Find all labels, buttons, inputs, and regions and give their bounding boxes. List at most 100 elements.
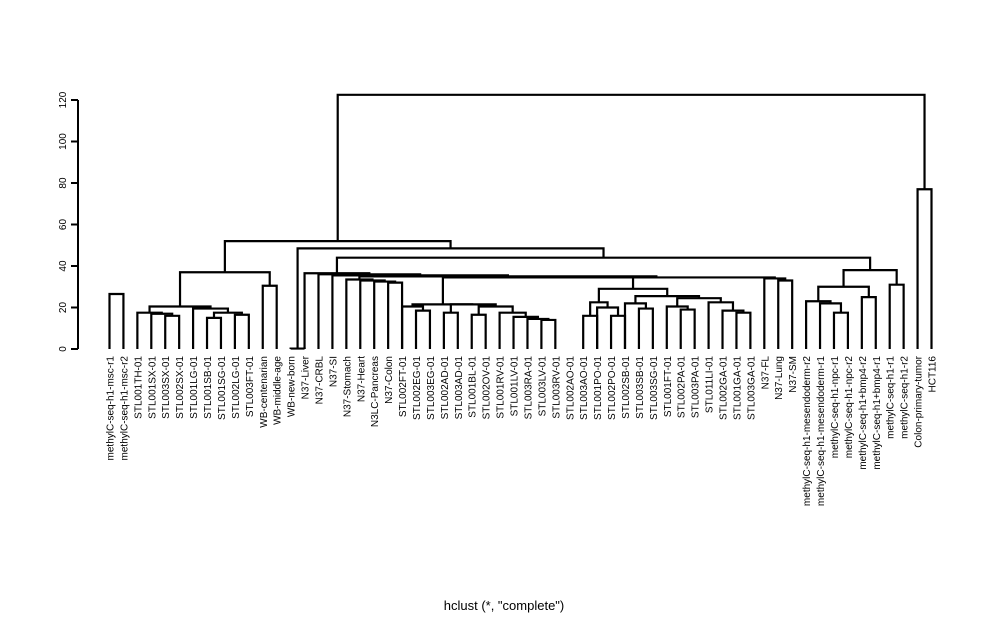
dendrogram-branch (665, 305, 689, 349)
leaf-label: STL003SX-01 (161, 356, 172, 419)
leaf-label: STL003GA-01 (746, 356, 757, 420)
leaf-label: STL001LG-01 (189, 356, 200, 419)
leaf-label: STL001SG-01 (217, 356, 228, 420)
dendrogram-branch (589, 301, 609, 316)
leaf-label: STL002AO-01 (565, 356, 576, 420)
leaf-label: N37-SM (788, 356, 799, 393)
leaf-label: methylC-seq-h1-r2 (900, 356, 911, 439)
leaf-label: STL011LI-01 (705, 356, 716, 414)
dendrogram-branch (441, 276, 635, 305)
dendrogram-branch (609, 314, 627, 349)
dendrogram-branch (178, 271, 271, 307)
dendrogram-branch (136, 311, 163, 349)
dendrogram-branch (442, 311, 459, 349)
dendrogram-branch (537, 276, 776, 279)
y-tick-label: 60 (58, 219, 69, 231)
dendrogram-branch (400, 305, 425, 349)
leaf-label: STL002FT-01 (398, 356, 409, 418)
leaf-label: methylC-seq-h1+bmp4-r2 (858, 356, 869, 470)
dendrogram-branch (303, 272, 371, 349)
dendrogram-branch (498, 311, 527, 349)
leaf-label: STL003EG-01 (426, 356, 437, 420)
leaf-label: STL003AD-01 (454, 356, 465, 420)
dendrogram-branch (805, 300, 832, 349)
leaf-label: N37-FL (760, 356, 771, 390)
dendrogram-branch (108, 292, 125, 349)
dendrogram-branch (296, 247, 605, 349)
dendrogram-branch (596, 306, 620, 349)
dendrogram-branch (888, 283, 905, 349)
leaf-label: N37-Stomach (342, 356, 353, 417)
leaf-label: STL002PO-01 (607, 356, 618, 420)
leaf-label: STL001SB-01 (203, 356, 214, 419)
leaf-labels: methylC-seq-h1-msc-r1 methylC-seq-h1-msc-… (106, 355, 939, 506)
leaf-label: methylC-seq-h1-npc-r2 (844, 356, 855, 459)
leaf-label: HCT116 (928, 356, 939, 393)
y-tick-label: 120 (58, 91, 69, 108)
leaf-label: WB-centenarian (259, 356, 270, 428)
dendrogram-branch (832, 311, 850, 349)
dendrogram-branch (707, 301, 735, 349)
dendrogram-branch (721, 309, 745, 349)
dendrogram-branch (916, 188, 933, 349)
leaf-label: STL003LV-01 (537, 356, 548, 417)
leaf-label: N37-Colon (384, 356, 395, 404)
dendrogram-branch (679, 308, 696, 349)
dendrogram-branch (860, 296, 877, 349)
dendrogram-branch (191, 307, 230, 349)
leaf-label: STL001SX-01 (147, 356, 158, 419)
dendrogram-branch (212, 311, 243, 318)
y-tick-label: 80 (58, 177, 69, 189)
leaf-label: STL003RA-01 (523, 356, 534, 420)
dendrogram-branch (526, 317, 550, 349)
leaf-label: Colon-primary-tumor (914, 355, 925, 447)
dendrogram-branch (336, 93, 926, 242)
leaf-label: methylC-seq-h1-r1 (886, 356, 897, 439)
leaf-label: STL003RV-01 (551, 356, 562, 419)
leaf-label: STL003SG-01 (649, 356, 660, 420)
leaf-label: methylC-seq-h1-msc-r1 (106, 356, 117, 461)
dendrogram-branch (164, 314, 181, 349)
dendrogram-branch (411, 303, 474, 307)
dendrogram-branch (470, 313, 487, 349)
y-tick-label: 100 (58, 133, 69, 150)
dendrogram-branch (512, 315, 540, 349)
leaf-label: STL001LV-01 (510, 356, 521, 417)
leaf-label: methylC-seq-h1-mesendoderm-r2 (802, 356, 813, 506)
leaf-label: STL002AD-01 (440, 356, 451, 420)
dendrogram-branch (414, 309, 432, 349)
leaf-label: STL002EG-01 (412, 356, 423, 420)
dendrogram-branch (205, 316, 223, 349)
dendrogram-branch (233, 313, 250, 349)
dendrogram-branch (331, 274, 509, 349)
y-tick-label: 40 (58, 260, 69, 272)
dendrogram-branch (387, 281, 404, 349)
leaf-label: methylC-seq-h1-npc-r1 (830, 356, 841, 459)
leaf-label: N37-Liver (301, 355, 312, 399)
leaf-label: STL002OV-01 (482, 356, 493, 420)
dendrogram-branch (261, 284, 278, 349)
leaf-label: STL001BL-01 (468, 356, 479, 418)
leaf-label: STL001PO-01 (593, 356, 604, 420)
dendrogram-branch (582, 314, 599, 349)
leaf-label: STL002LG-01 (231, 356, 242, 419)
dendrogram-branch (623, 302, 647, 349)
dendrogram-branch (317, 273, 422, 349)
leaf-label: STL003PA-01 (691, 356, 702, 419)
leaf-label: N37-CRBL (314, 356, 325, 405)
leaf-label: STL003AO-01 (579, 356, 590, 420)
leaf-label: STL003SB-01 (635, 356, 646, 419)
leaf-label: WB-middle-age (273, 356, 284, 425)
dendrogram-branch (150, 312, 174, 349)
y-tick-label: 20 (58, 302, 69, 314)
leaf-label: STL001RV-01 (496, 356, 507, 419)
leaf-label: methylC-seq-h1-mesendoderm-r1 (816, 356, 827, 506)
leaf-label: N37-Heart (356, 356, 367, 402)
leaf-label: STL002GA-01 (719, 356, 730, 420)
dendrogram-branch (777, 279, 794, 349)
leaf-label: STL002SX-01 (175, 356, 186, 419)
leaf-label: N3LC-Pancreas (370, 356, 381, 427)
y-tick-label: 0 (58, 346, 69, 352)
dendrogram-branch (540, 318, 557, 349)
